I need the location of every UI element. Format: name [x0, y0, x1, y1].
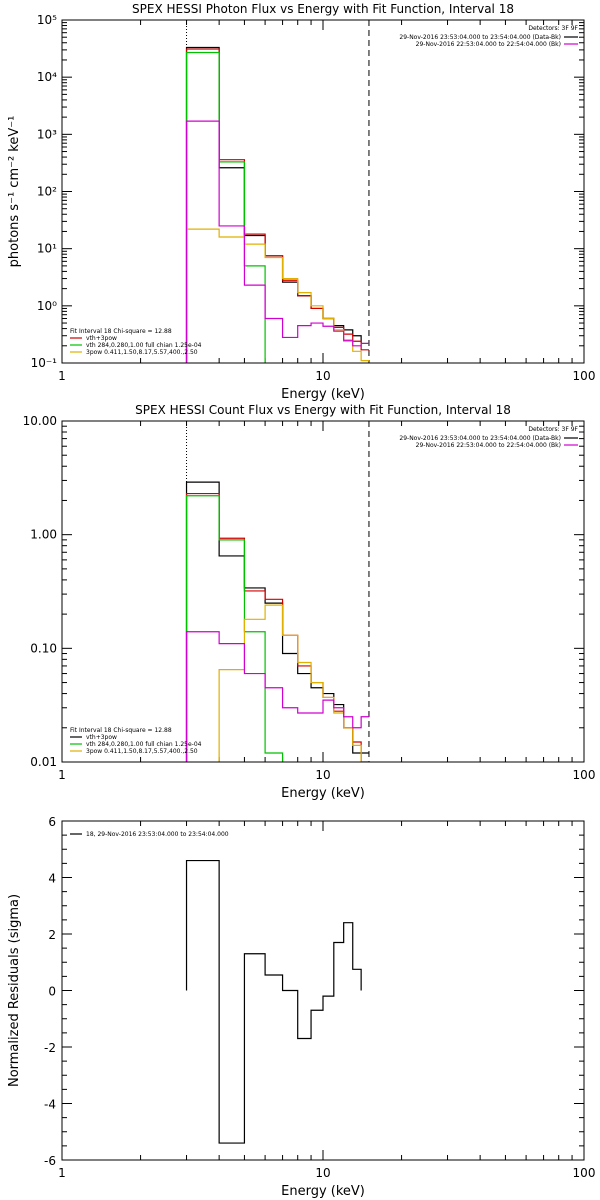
- series-1-histogram: [185, 46, 369, 363]
- y-tick-label: 4: [48, 872, 56, 886]
- legend-left: Fit Interval 18 Chi-square = 12.88vth+3p…: [70, 727, 202, 755]
- legend-entry-label: 3pow 0.411,1.50,8.17,5.57,400.,2.50: [86, 349, 198, 356]
- legend-entry-label: 18, 29-Nov-2016 23:53:04.000 to 23:54:04…: [86, 831, 229, 838]
- legend-header: Detectors: 3F 9F: [528, 426, 578, 433]
- series-2-histogram: [185, 492, 369, 762]
- x-axis-label: Energy (keV): [281, 387, 365, 402]
- plot-area: [185, 20, 370, 363]
- y-tick-label: -4: [44, 1098, 56, 1112]
- y-tick-label: 10³: [37, 127, 57, 141]
- y-tick-label: 10⁴: [37, 70, 57, 84]
- legend-header: Fit Interval 18 Chi-square = 12.88: [70, 328, 172, 335]
- series-4-histogram: [218, 604, 369, 762]
- legend-header: Detectors: 3F 9F: [528, 25, 578, 32]
- legend-entry-label: vth+3pow: [86, 335, 117, 342]
- legend-entry-label: vth 284,0.280,1.00 full chian 1.25e-04: [86, 342, 202, 349]
- y-tick-label: 0: [48, 985, 56, 999]
- panel-1: SPEX HESSI Photon Flux vs Energy with Fi…: [7, 2, 595, 402]
- legend-header: Fit Interval 18 Chi-square = 12.88: [70, 727, 172, 734]
- x-tick-label: 100: [573, 1166, 596, 1180]
- x-axis-label: Energy (keV): [281, 1184, 365, 1199]
- x-tick-label: 100: [573, 768, 596, 782]
- legend-entry-label: vth+3pow: [86, 734, 117, 741]
- y-tick-label: 0.01: [30, 755, 57, 769]
- legend-entry-label: 3pow 0.411,1.50,8.17,5.57,400.,2.50: [86, 748, 198, 755]
- legend-entry-label: 29-Nov-2016 22:53:04.000 to 22:54:04.000…: [416, 41, 561, 48]
- y-tick-label: 10¹: [37, 242, 57, 256]
- plot-area: [185, 859, 362, 1144]
- y-tick-label: -2: [44, 1041, 56, 1055]
- x-tick-label: 10: [315, 768, 330, 782]
- y-tick-label: 0.10: [30, 641, 57, 655]
- y-tick-label: 10²: [37, 185, 57, 199]
- y-ticks: [62, 820, 584, 1161]
- series-5-histogram: [185, 631, 369, 762]
- series-1-histogram: [185, 859, 362, 1144]
- y-ticks: [62, 425, 584, 763]
- legend-entry-label: vth 284,0.280,1.00 full chian 1.25e-04: [86, 741, 202, 748]
- y-tick-label: -6: [44, 1154, 56, 1168]
- y-tick-label: 10⁻¹: [31, 356, 58, 370]
- x-tick-label: 10: [315, 1166, 330, 1180]
- x-tick-label: 1: [58, 369, 66, 383]
- x-ticks: [61, 821, 585, 1160]
- y-tick-label: 1.00: [30, 528, 57, 542]
- plot-area: [185, 421, 370, 762]
- y-axis-label: Normalized Residuals (sigma): [7, 894, 22, 1087]
- legend-right: Detectors: 3F 9F 29-Nov-2016 23:53:04.000…: [399, 426, 578, 449]
- plot-frame: [61, 820, 585, 1161]
- x-tick-label: 100: [573, 369, 596, 383]
- x-tick-label: 1: [58, 768, 66, 782]
- x-axis-label: Energy (keV): [281, 786, 365, 801]
- legend-left: Fit Interval 18 Chi-square = 12.88vth+3p…: [70, 328, 202, 356]
- y-tick-label: 10⁰: [37, 299, 57, 313]
- series-3-histogram: [185, 51, 266, 363]
- legend-left: 18, 29-Nov-2016 23:53:04.000 to 23:54:04…: [70, 831, 229, 838]
- legend-right: Detectors: 3F 9F 29-Nov-2016 23:53:04.000…: [399, 25, 578, 48]
- series-5-histogram: [185, 120, 369, 363]
- x-tick-label: 10: [315, 369, 330, 383]
- legend-entry-label: 29-Nov-2016 22:53:04.000 to 22:54:04.000…: [416, 442, 561, 449]
- panel-3: 1 10 100 Energy (keV) -6 -4 -2 0 2 4 6 Normalized R…: [7, 815, 595, 1199]
- legend-entry-label: 29-Nov-2016 23:53:04.000 to 23:54:04.000…: [399, 435, 561, 442]
- series-4-histogram: [185, 228, 369, 363]
- legend-entry-label: 29-Nov-2016 23:53:04.000 to 23:54:04.000…: [399, 34, 561, 41]
- y-tick-label: 10⁵: [37, 13, 57, 27]
- y-axis-label: photons s⁻¹ cm⁻² keV⁻¹: [7, 116, 22, 268]
- series-2-histogram: [185, 48, 369, 363]
- y-tick-label: 10.00: [23, 414, 57, 428]
- plot-frame: [61, 19, 585, 364]
- chart-title: SPEX HESSI Photon Flux vs Energy with Fi…: [132, 2, 514, 16]
- chart-title: SPEX HESSI Count Flux vs Energy with Fit…: [135, 403, 511, 417]
- series-3-histogram: [185, 495, 284, 762]
- y-tick-label: 6: [48, 815, 56, 829]
- panel-2: SPEX HESSI Count Flux vs Energy with Fit…: [23, 403, 596, 801]
- x-tick-label: 1: [58, 1166, 66, 1180]
- y-tick-label: 2: [48, 928, 56, 942]
- plot-frame: [61, 420, 585, 763]
